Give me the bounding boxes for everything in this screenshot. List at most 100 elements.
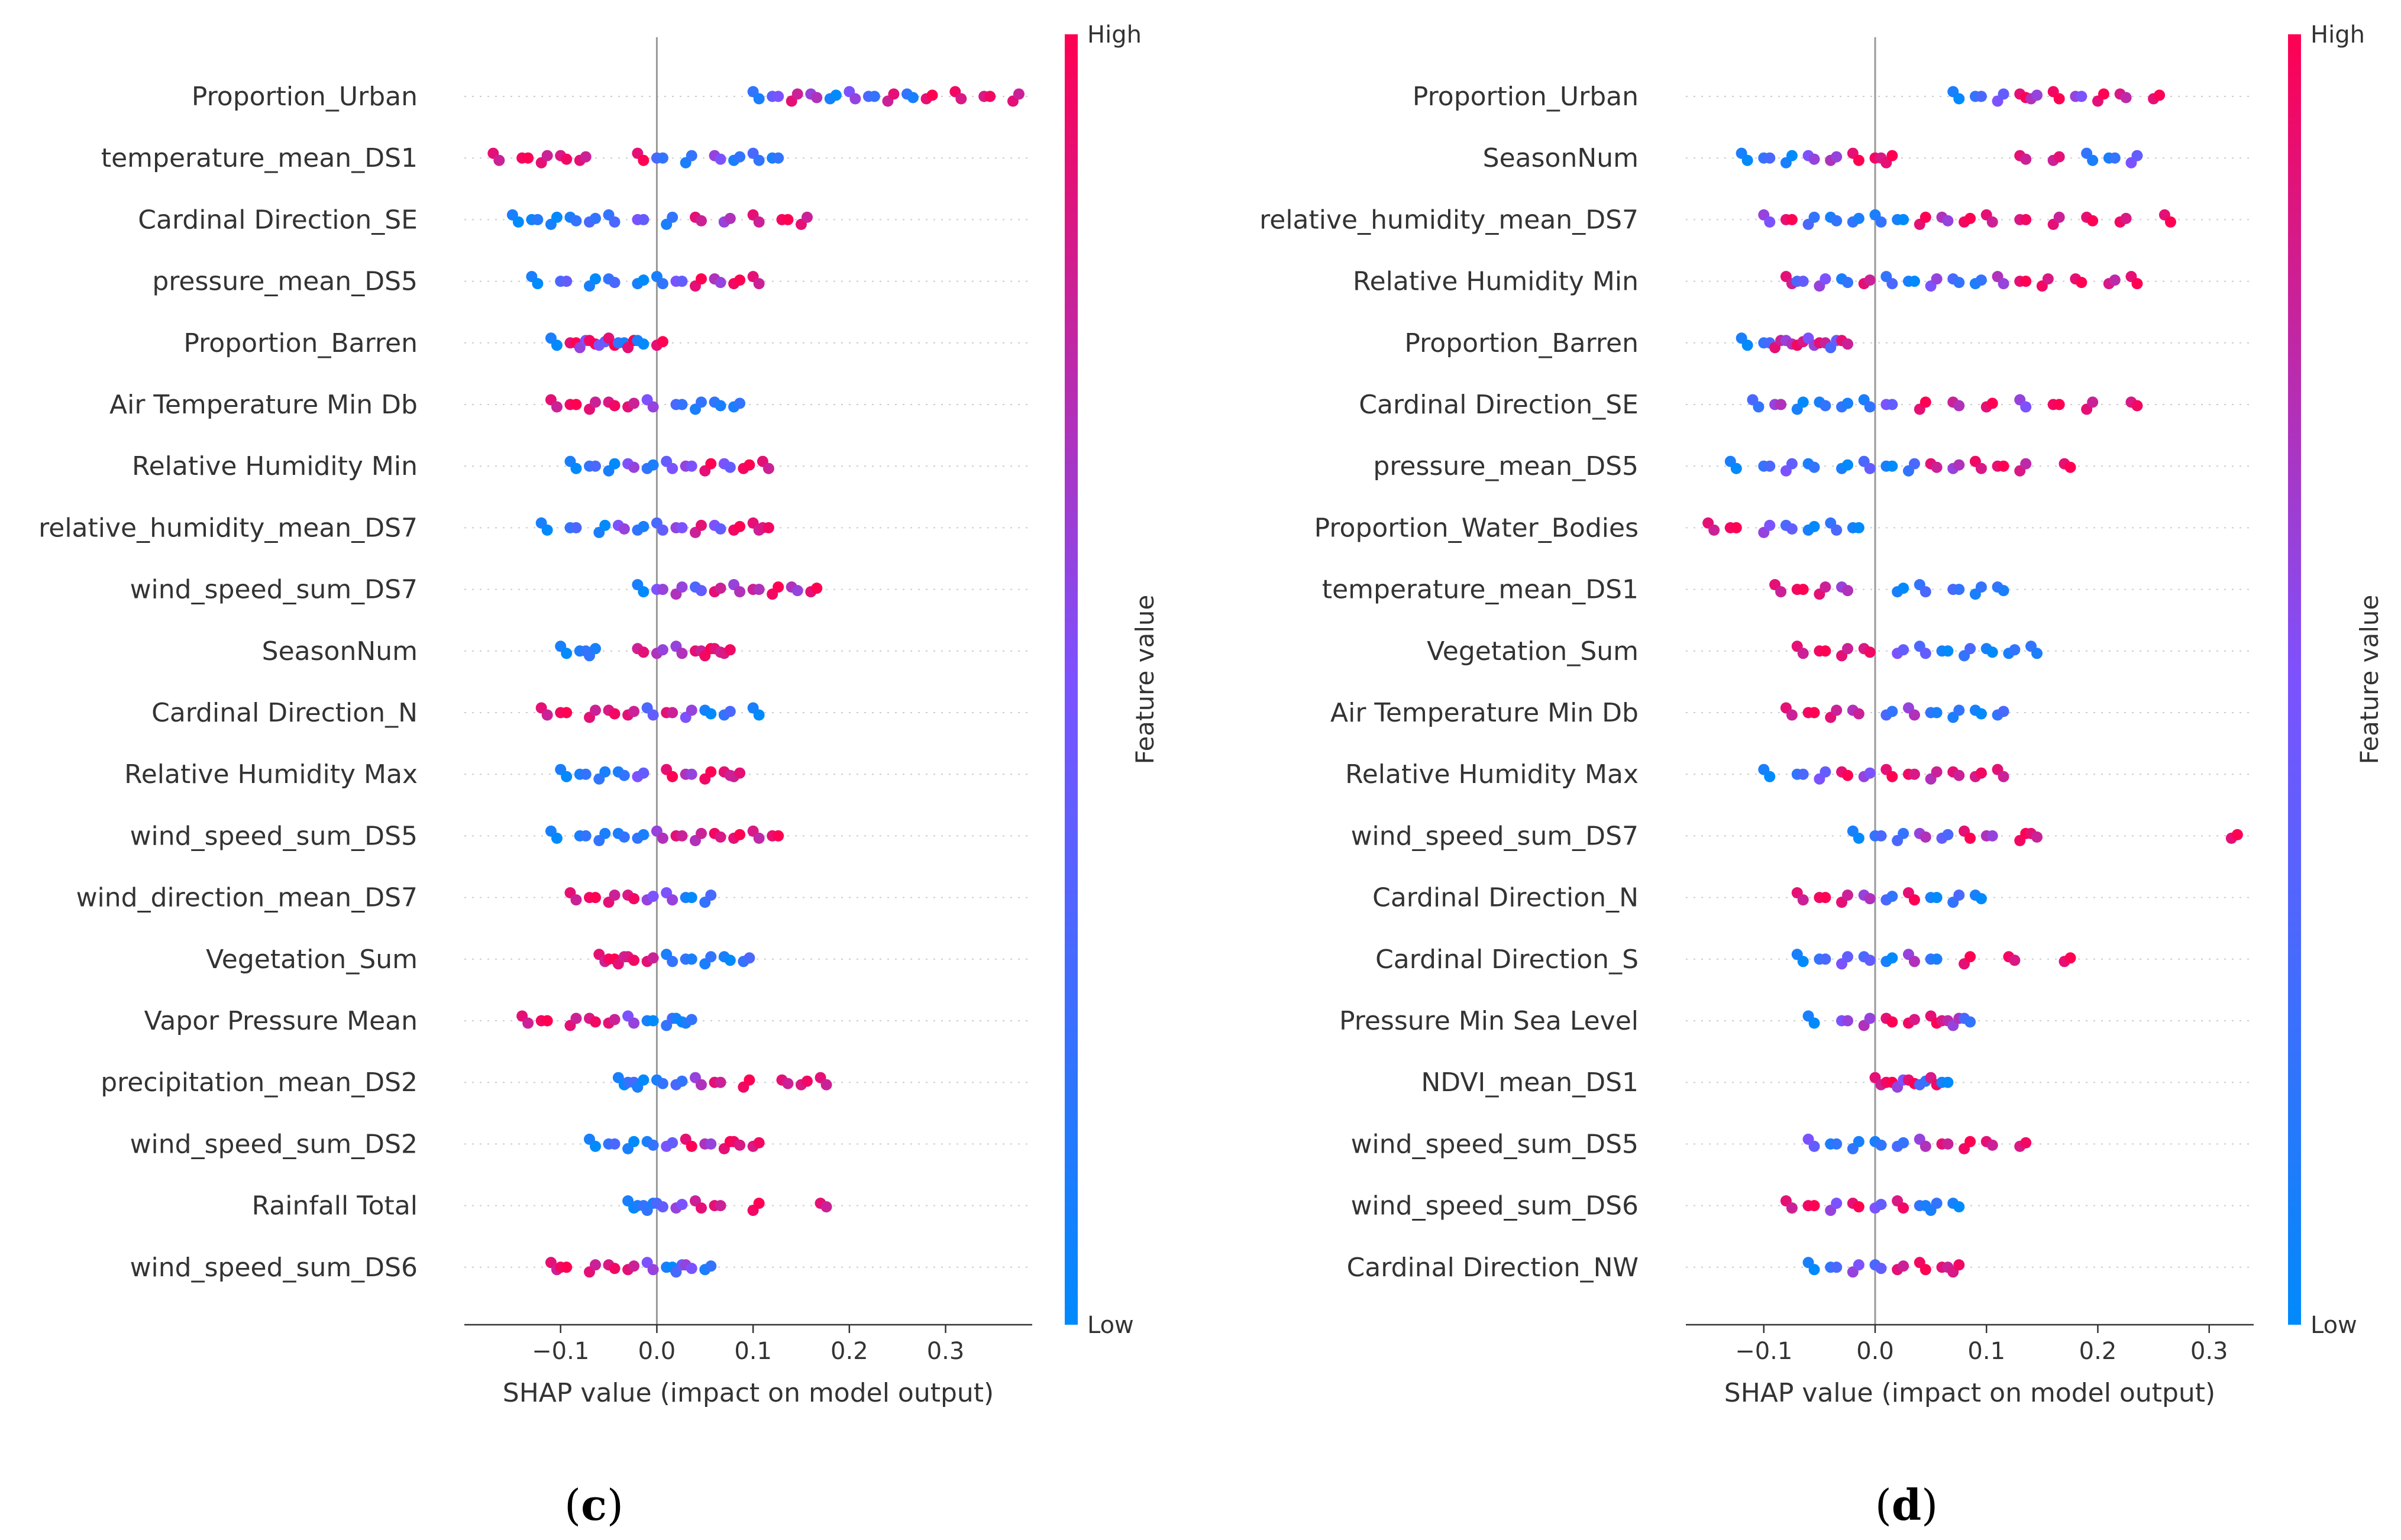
shap-point <box>1975 708 1987 720</box>
shap-point <box>715 153 726 165</box>
shap-point <box>715 523 726 535</box>
panel-label: (d) <box>1875 1480 1938 1530</box>
shap-point <box>1964 643 1976 655</box>
shap-point <box>773 90 784 102</box>
shap-point <box>647 459 659 471</box>
shap-point <box>512 216 524 228</box>
shap-point <box>696 1202 707 1214</box>
shap-point <box>1808 1017 1820 1029</box>
shap-point <box>2053 93 2065 105</box>
shap-point <box>1864 1012 1876 1024</box>
shap-point <box>1797 894 1809 906</box>
shap-point <box>2031 831 2043 843</box>
shap-point <box>1998 278 2009 290</box>
shap-point <box>1886 771 1898 782</box>
shap-point <box>2131 278 2143 290</box>
shap-point <box>676 522 688 533</box>
shap-point <box>1919 586 1931 598</box>
shap-point <box>2098 88 2109 100</box>
shap-point <box>561 153 573 165</box>
shap-point <box>1998 460 2009 472</box>
shap-point <box>1853 708 1864 720</box>
shap-point <box>1986 216 1998 228</box>
shap-point <box>638 646 649 658</box>
shap-point <box>1908 768 1920 780</box>
shap-point <box>734 586 746 598</box>
shap-point <box>1808 211 1820 223</box>
feature-label: wind_speed_sum_DS7 <box>1351 821 1639 851</box>
shap-point <box>1986 646 1998 658</box>
shap-point <box>551 401 563 413</box>
shap-point <box>2053 151 2065 163</box>
shap-point <box>667 894 678 906</box>
shap-point <box>2076 277 2087 289</box>
feature-label: wind_direction_mean_DS7 <box>76 883 418 913</box>
shap-point <box>1931 461 1943 473</box>
shap-point <box>1853 522 1864 533</box>
shap-point <box>2087 154 2099 166</box>
shap-point <box>599 827 611 839</box>
colorbar-high-label: High <box>2310 21 2365 48</box>
shap-point <box>541 1015 553 1027</box>
colorbar-high-label: High <box>1087 21 1142 48</box>
shap-point <box>888 88 900 100</box>
shap-point <box>1875 830 1887 842</box>
shap-point <box>1808 461 1820 473</box>
shap-point <box>1764 460 1776 472</box>
feature-label: Cardinal Direction_N <box>151 698 418 728</box>
feature-label: Pressure Min Sea Level <box>1339 1006 1639 1036</box>
shap-point <box>590 1140 602 1152</box>
shap-point <box>1808 1200 1820 1212</box>
shap-point <box>2053 399 2065 410</box>
shap-point <box>599 766 611 778</box>
shap-point <box>1886 399 1898 410</box>
shap-point <box>1831 1198 1843 1209</box>
shap-point <box>715 277 726 289</box>
shap-point <box>2020 1137 2032 1148</box>
shap-point <box>2064 952 2076 964</box>
shap-point <box>667 707 678 719</box>
shap-point <box>1964 1135 1976 1147</box>
shap-point <box>686 150 697 161</box>
shap-point <box>638 213 649 225</box>
shap-point <box>647 709 659 721</box>
shap-point <box>724 706 736 717</box>
shap-point <box>1820 766 1831 778</box>
colorbar-low-label: Low <box>1087 1312 1134 1339</box>
shap-point <box>628 1135 640 1147</box>
shap-point <box>1998 771 2009 782</box>
shap-point <box>1886 891 1898 902</box>
feature-label: wind_speed_sum_DS6 <box>1351 1191 1639 1221</box>
shap-point <box>667 462 678 474</box>
panel-c: −0.1 0.0 0.1 0.2 0.3 SHAP value (impact on mo… <box>38 21 1159 1530</box>
shap-point <box>1842 338 1854 350</box>
feature-label: SeasonNum <box>1483 143 1639 173</box>
shap-point <box>820 1201 832 1213</box>
shap-point <box>667 956 678 968</box>
shap-point <box>647 952 659 964</box>
colorbar-low-label: Low <box>2310 1312 2357 1339</box>
shap-point <box>2053 211 2065 223</box>
shap-point <box>907 92 919 103</box>
shap-point <box>1842 643 1854 655</box>
shap-point <box>753 278 765 290</box>
shap-point <box>1931 1198 1943 1209</box>
shap-point <box>1786 213 1798 225</box>
shap-point <box>734 829 746 840</box>
shap-point <box>609 277 621 289</box>
shap-point <box>561 1261 573 1273</box>
shap-point <box>657 152 668 164</box>
shap-point <box>2064 461 2076 473</box>
shap-point <box>1953 93 1965 105</box>
feature-label: Vegetation_Sum <box>206 944 418 975</box>
feature-label: temperature_mean_DS1 <box>101 143 418 173</box>
shap-point <box>657 644 668 656</box>
shap-point <box>1853 832 1864 844</box>
shap-point <box>590 396 602 408</box>
shap-point <box>570 399 582 410</box>
x-tick-label: 0.2 <box>2079 1338 2117 1365</box>
shap-point <box>1797 584 1809 596</box>
shap-point <box>1775 399 1787 410</box>
feature-label: Relative Humidity Max <box>124 759 418 790</box>
